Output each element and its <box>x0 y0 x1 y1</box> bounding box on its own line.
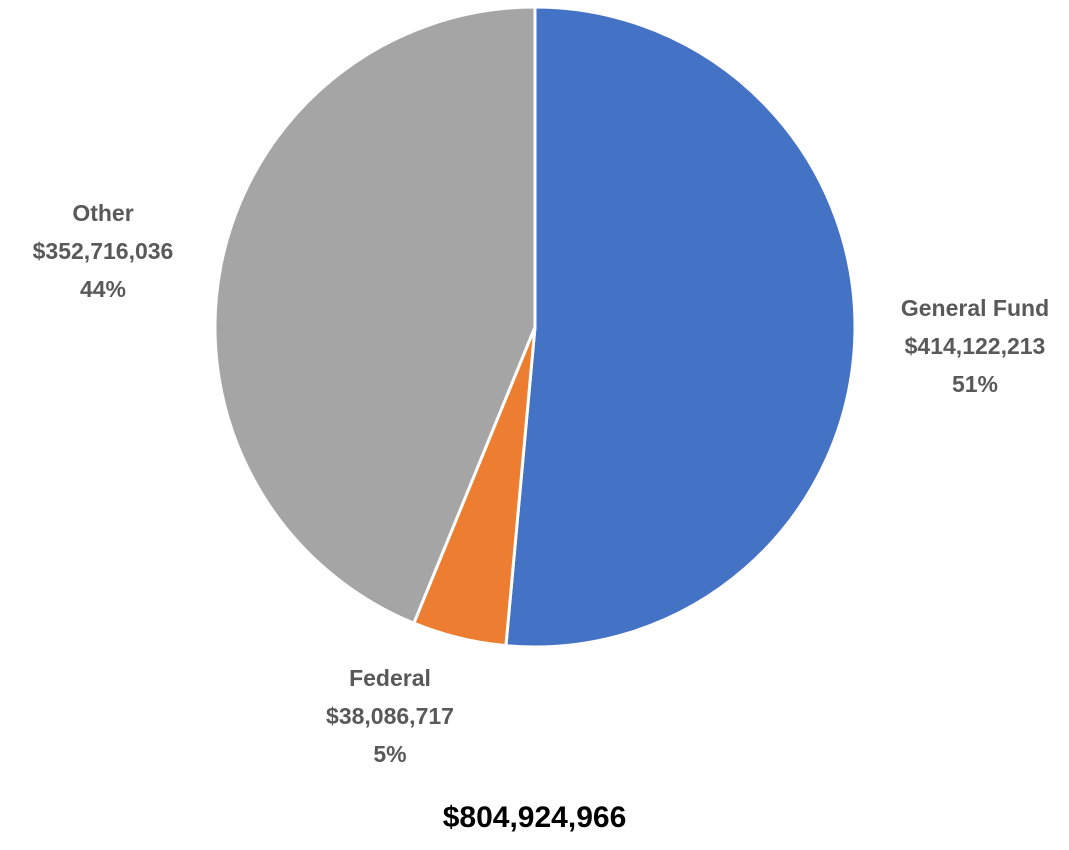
label-value-other: $352,716,036 <box>33 238 174 264</box>
label-value-general-fund: $414,122,213 <box>905 333 1046 359</box>
pie-slice-general-fund <box>504 5 857 649</box>
label-category-other: Other <box>72 200 133 226</box>
label-percent-general-fund: 51% <box>952 371 998 397</box>
label-value-federal: $38,086,717 <box>326 703 454 729</box>
label-category-federal: Federal <box>349 665 431 691</box>
slice-labels: General Fund $414,122,213 51% Federal $38,08… <box>33 200 1049 767</box>
label-percent-other: 44% <box>80 276 126 302</box>
pie-slice-other <box>213 5 537 625</box>
pie-slices <box>213 5 857 649</box>
label-category-general-fund: General Fund <box>901 295 1049 321</box>
total-label: $804,924,966 <box>442 801 627 834</box>
label-percent-federal: 5% <box>373 741 406 767</box>
